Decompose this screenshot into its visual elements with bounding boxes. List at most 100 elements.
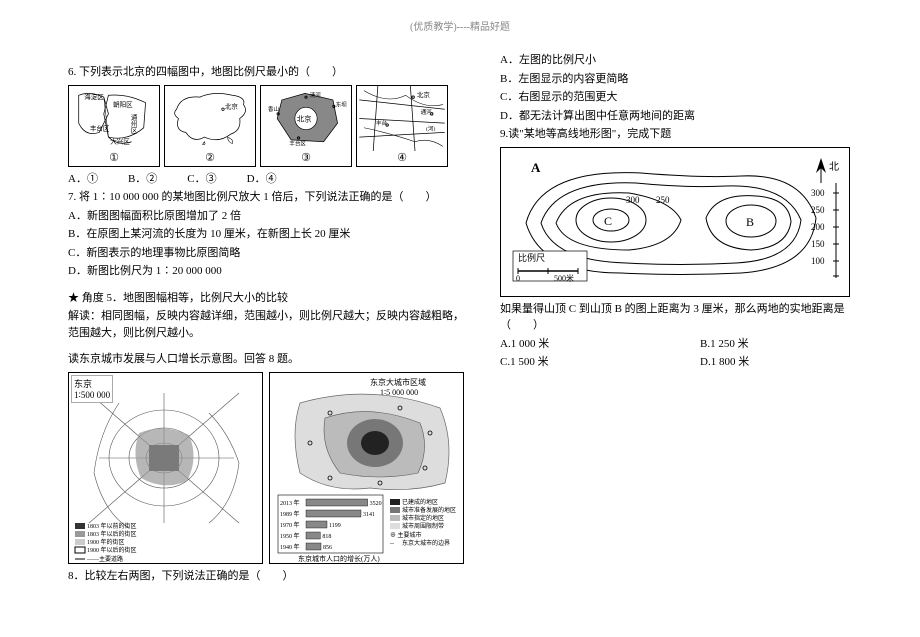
tokyo-bar-value: 3520: [370, 501, 382, 507]
tokyo-left-scale: 1∶500 000: [74, 390, 110, 400]
q7-stem: 7. 将 1∶10 000 000 的某地图比例尺放大 1 倍后，下列说法正确的…: [68, 189, 468, 206]
contour-val-2: 300: [811, 188, 825, 198]
right-column: A．左图的比例尺小 B．左图显示的内容更简略 C．右图显示的范围更大 D．都无法…: [500, 50, 860, 373]
map2-label-beijing: 北京: [225, 101, 239, 110]
map4-label-tonghe: 通河: [421, 107, 433, 115]
q7-opt-d: D．新图比例尺为 1∶20 000 000: [68, 263, 468, 280]
q6-map-3: 北京 清河 香山 东坝 丰台区 ③: [260, 85, 352, 167]
angle5-body: 解读：相同图幅，反映内容越详细，范围越小，则比例尺越大；反映内容越粗略，范围越大…: [68, 308, 468, 341]
q8-opt-c: C．右图显示的范围更大: [500, 89, 860, 106]
q9-opt-c: C.1 500 米: [500, 354, 670, 371]
tokyo-legend-r5: --: [390, 541, 394, 547]
tokyo-right: 东京大城市区域 1∶5 000 000 2013 年35201989 年3141…: [269, 372, 464, 564]
tokyo-legend-r3: 城市周围限制带: [402, 522, 444, 530]
tokyo-bar-year: 2013 年: [280, 499, 300, 507]
tokyo-barchart-title: 东京城市人口的增长(万人): [298, 554, 380, 563]
q7-opt-b: B．在原图上某河流的长度为 10 厘米，在新图上长 20 厘米: [68, 226, 468, 243]
tokyo-bar-value: 3141: [363, 512, 375, 518]
q6-opt-a: A．①: [68, 171, 98, 188]
left-column: 6. 下列表示北京的四幅图中，地图比例尺最小的（ ） 海淀区 朝阳区 通州区 丰…: [68, 62, 468, 586]
q9-options-row1: A.1 000 米 B.1 250 米: [500, 336, 860, 353]
tokyo-bar-year: 1940 年: [280, 543, 300, 551]
q6-maps: 海淀区 朝阳区 通州区 丰台区 大兴区 ① 北京 ② 北京: [68, 85, 468, 167]
tokyo-bar: [306, 543, 321, 550]
map3-label-qinghe: 清河: [310, 91, 322, 99]
q6-map-4: 北京 通河 丰台 (河) ④: [356, 85, 448, 167]
page-header: (优质教学)----精品好题: [410, 18, 510, 33]
scale-label-1: 500米: [554, 273, 574, 283]
map1-label-tongzhou: 通州区: [129, 112, 137, 133]
tokyo-bar-value: 818: [322, 534, 331, 540]
contour-val-4: 200: [811, 222, 825, 232]
contour-val-0: 300: [626, 195, 640, 205]
q7-opt-c: C．新图表示的地理事物比原图简略: [68, 245, 468, 262]
q6-stem: 6. 下列表示北京的四幅图中，地图比例尺最小的（ ）: [68, 64, 468, 81]
map3-label-xiangshan: 香山: [268, 105, 279, 113]
q8-intro: 读东京城市发展与人口增长示意图。回答 8 题。: [68, 351, 468, 368]
q6-map-num-4: ④: [357, 151, 447, 166]
map4-label-fengtai: 丰台: [376, 119, 388, 127]
contour-val-1: 250: [656, 195, 670, 205]
q8-stem: 8．比较左右两图，下列说法正确的是（ ）: [68, 568, 468, 585]
tokyo-legend-r1: 城市准备发展的地区: [402, 506, 456, 514]
tokyo-bar: [306, 532, 320, 539]
scale-title: 比例尺: [518, 252, 545, 263]
contour-val-5: 150: [811, 239, 825, 249]
tokyo-bar-year: 1970 年: [280, 521, 300, 529]
scale-label-0: 0: [516, 274, 520, 283]
q6-options: A．① B．② C．③ D．④: [68, 171, 468, 188]
map3-label-beijing: 北京: [297, 113, 312, 123]
q8-opt-b: B．左图显示的内容更简略: [500, 71, 860, 88]
tokyo-right-title: 东京大城市区域: [370, 377, 426, 387]
contour-label-b: B: [746, 215, 754, 229]
tokyo-legend-r4: ⊕ 主要城市: [390, 531, 422, 539]
contour-label-a: A: [531, 160, 541, 175]
tokyo-bar-value: 1199: [329, 523, 341, 529]
tokyo-bar: [306, 499, 368, 506]
tokyo-bar: [306, 510, 361, 517]
tokyo-legend-l2: 1900 年的街区: [87, 538, 125, 546]
q9-contour-figure: 北 A B C 300: [500, 147, 850, 297]
map3-label-fengtai: 丰台区: [289, 139, 306, 147]
tokyo-legend-l1: 1803 年以后的街区: [87, 530, 137, 538]
tokyo-bar: [306, 521, 327, 528]
tokyo-legend-l4: ——主要道路: [86, 555, 123, 563]
map1-label-fengtai: 丰台区: [90, 123, 110, 132]
tokyo-left-title: 东京: [74, 379, 92, 389]
tokyo-legend-l3: 1900 年以后的街区: [87, 546, 137, 554]
q8-opt-d: D．都无法计算出图中任意两地间的距离: [500, 108, 860, 125]
tokyo-figures: 东京 1∶500 000 1803 年以前的街区: [68, 372, 468, 564]
map3-label-dongba: 东坝: [336, 100, 348, 108]
tokyo-bar-year: 1950 年: [280, 532, 300, 540]
q8-opt-a: A．左图的比例尺小: [500, 52, 860, 69]
q9-opt-d: D.1 800 米: [700, 354, 749, 371]
tokyo-bar-year: 1989 年: [280, 510, 300, 518]
tokyo-legend-r2: 城市指定的地区: [402, 514, 444, 522]
q6-map-num-3: ③: [261, 151, 351, 166]
q6-map-num-1: ①: [69, 151, 159, 166]
angle5-title: ★ 角度 5．地图图幅相等，比例尺大小的比较: [68, 290, 468, 307]
north-label: 北: [829, 161, 839, 173]
contour-label-c: C: [604, 214, 612, 228]
tokyo-legend-l0: 1803 年以前的街区: [87, 522, 137, 530]
svg-text:东京大城市的边界: 东京大城市的边界: [402, 539, 450, 547]
tokyo-left: 东京 1∶500 000 1803 年以前的街区: [68, 372, 263, 564]
q9-stem: 如果量得山顶 C 到山顶 B 的图上距离为 3 厘米，那么两地的实地距离是（ ）: [500, 301, 860, 334]
map4-label-river: (河): [426, 124, 435, 132]
q9-options-row2: C.1 500 米 D.1 800 米: [500, 354, 860, 371]
q6-map-num-2: ②: [165, 151, 255, 166]
q9-intro: 9.读"某地等高线地形图"，完成下题: [500, 126, 860, 143]
q6-map-1: 海淀区 朝阳区 通州区 丰台区 大兴区 ①: [68, 85, 160, 167]
map1-label-chaoyang: 朝阳区: [113, 99, 133, 108]
q6-map-2: 北京 ②: [164, 85, 256, 167]
q6-opt-b: B．②: [128, 171, 157, 188]
q9-opt-a: A.1 000 米: [500, 336, 670, 353]
map1-label-haidian: 海淀区: [84, 92, 104, 101]
q6-opt-d: D．④: [247, 171, 277, 188]
contour-val-3: 250: [811, 205, 825, 215]
tokyo-legend-r0: 已建成的地区: [402, 498, 438, 506]
map4-label-beijing: 北京: [417, 90, 431, 99]
q9-opt-b: B.1 250 米: [700, 336, 749, 353]
contour-val-6: 100: [811, 256, 825, 266]
q6-opt-c: C．③: [187, 171, 216, 188]
